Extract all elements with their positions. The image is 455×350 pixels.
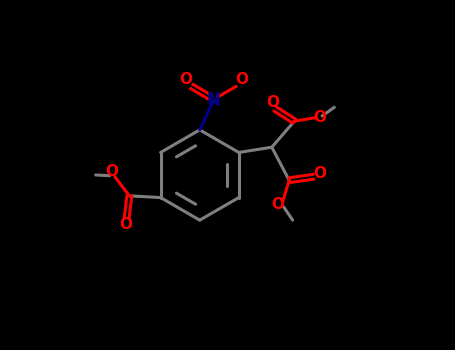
Text: O: O <box>271 197 284 212</box>
Text: O: O <box>313 167 326 181</box>
Text: O: O <box>105 164 118 179</box>
Text: O: O <box>235 72 248 87</box>
Text: N: N <box>207 91 221 109</box>
Text: O: O <box>313 110 326 125</box>
Text: O: O <box>119 217 132 232</box>
Text: O: O <box>179 72 192 87</box>
Text: O: O <box>266 95 279 110</box>
